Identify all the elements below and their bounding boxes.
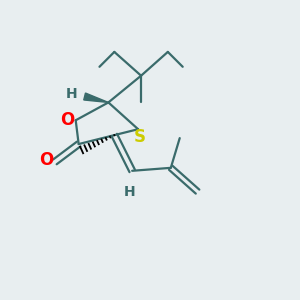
Text: H: H xyxy=(123,184,135,199)
Text: S: S xyxy=(134,128,146,146)
Text: O: O xyxy=(39,152,53,169)
Text: H: H xyxy=(65,86,77,100)
Text: O: O xyxy=(60,111,74,129)
Polygon shape xyxy=(84,93,108,102)
